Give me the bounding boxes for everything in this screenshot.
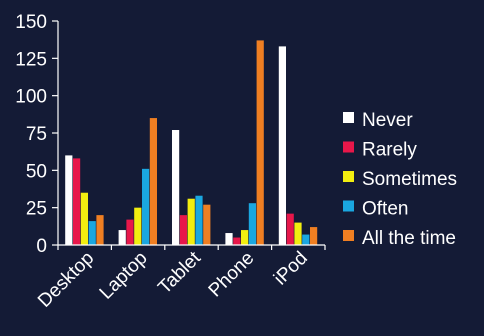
legend-label: Sometimes: [362, 169, 457, 190]
bar-tablet-sometimes: [187, 198, 195, 245]
bar-ipod-often: [302, 234, 310, 245]
legend-swatch: [343, 230, 354, 241]
bar-laptop-never: [118, 230, 126, 245]
x-tick-label: Tablet: [154, 247, 205, 298]
bar-ipod-all-the-time: [310, 227, 318, 245]
bar-phone-often: [248, 203, 256, 245]
y-axis: 0 25 50 75 100 125 150: [15, 12, 59, 257]
y-tick-label: 150: [15, 12, 47, 33]
bar-laptop-all-the-time: [149, 118, 157, 245]
bar-desktop-never: [65, 155, 73, 245]
legend-label: Often: [362, 199, 408, 220]
y-tick-label: 75: [26, 124, 47, 145]
y-tick-label: 100: [15, 87, 47, 108]
bar-phone-sometimes: [241, 230, 249, 245]
bar-ipod-never: [278, 46, 286, 245]
bar-tablet-all-the-time: [203, 204, 211, 245]
bar-desktop-sometimes: [80, 192, 88, 245]
legend-swatch: [343, 141, 354, 153]
bar-laptop-sometimes: [134, 207, 142, 245]
bar-desktop-often: [88, 221, 96, 245]
bar-ipod-sometimes: [294, 222, 302, 245]
x-tick-label: Phone: [205, 248, 259, 302]
bar-phone-all-the-time: [256, 40, 264, 245]
x-tick-label: Desktop: [34, 248, 98, 312]
legend-swatch: [343, 200, 354, 212]
bar-tablet-never: [172, 130, 180, 245]
bar-desktop-rarely: [73, 158, 81, 245]
y-tick-label: 0: [36, 236, 47, 257]
bar-laptop-often: [142, 168, 150, 245]
y-tick-label: 50: [26, 161, 47, 182]
x-tick-label: iPod: [270, 248, 312, 290]
bars: [65, 40, 318, 245]
bar-desktop-all-the-time: [96, 215, 104, 245]
legend-label: Rarely: [362, 140, 417, 161]
bar-tablet-often: [195, 195, 203, 245]
legend-label: All the time: [362, 228, 456, 249]
legend-label: Never: [362, 110, 413, 131]
y-tick-label: 125: [15, 49, 47, 70]
legend-swatch: [343, 112, 354, 123]
bar-phone-rarely: [233, 237, 241, 245]
bar-laptop-rarely: [126, 219, 134, 245]
y-tick-label: 25: [26, 199, 47, 220]
x-tick-label: Laptop: [96, 248, 152, 304]
bar-phone-never: [225, 233, 233, 245]
bar-ipod-rarely: [286, 213, 294, 245]
legend: Never Rarely Sometimes Often All the time: [343, 110, 457, 249]
legend-swatch: [343, 171, 354, 182]
bar-tablet-rarely: [179, 215, 187, 245]
